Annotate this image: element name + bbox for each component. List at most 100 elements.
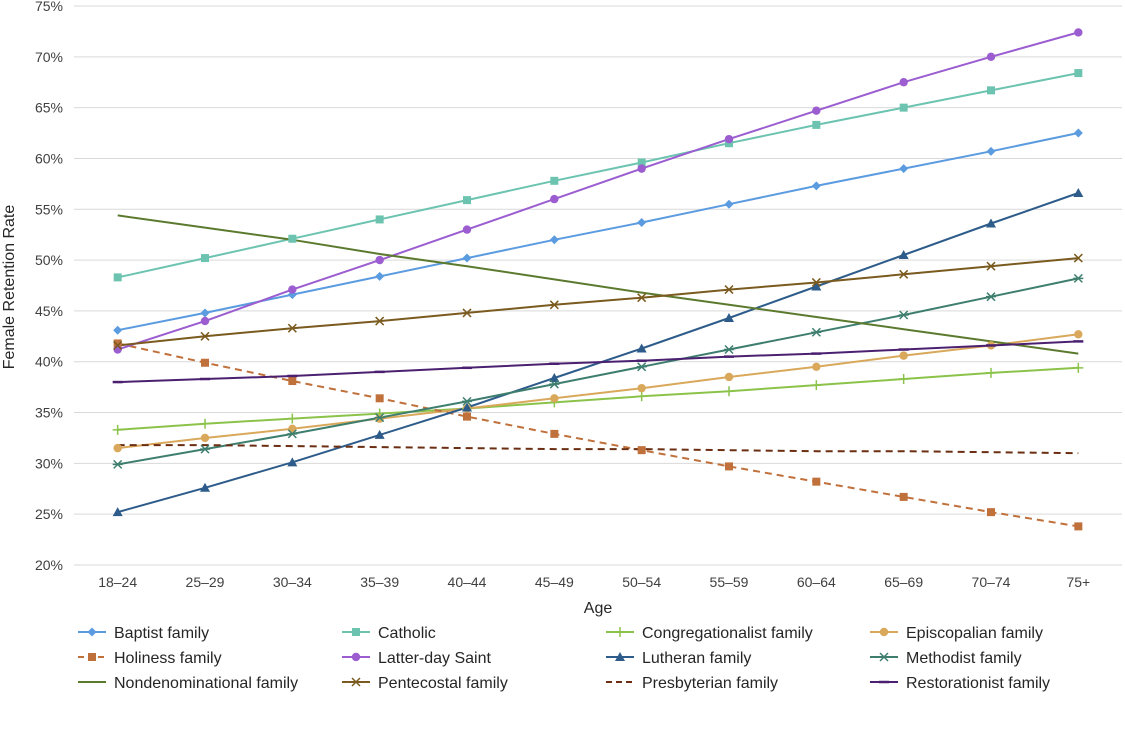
legend-item: Nondenominational family: [78, 675, 298, 692]
data-point: [550, 394, 559, 403]
legend-label: Nondenominational family: [114, 675, 298, 692]
legend-item: Lutheran family: [606, 650, 751, 667]
data-point: [200, 308, 210, 318]
data-point: [88, 653, 96, 661]
data-point: [375, 316, 385, 326]
legend-item: Pentecostal family: [342, 675, 508, 692]
data-point: [812, 120, 821, 129]
data-point: [201, 254, 209, 263]
data-point: [375, 394, 384, 403]
data-point: [287, 457, 298, 467]
data-point: [724, 372, 734, 382]
series-markers: [112, 28, 1084, 531]
data-point: [549, 379, 560, 389]
legend-item: Methodist family: [870, 650, 1022, 667]
data-point: [112, 507, 123, 517]
data-point: [879, 652, 889, 662]
data-point: [287, 323, 297, 333]
x-tick-label: 55–59: [710, 574, 749, 590]
series-line: [117, 132, 1079, 332]
data-point: [986, 261, 996, 271]
data-point: [636, 343, 647, 353]
data-point: [112, 459, 123, 469]
data-point: [463, 196, 471, 205]
series-lines: [117, 31, 1079, 528]
legend-label: Methodist family: [906, 650, 1022, 667]
data-point: [986, 146, 996, 156]
data-point: [288, 234, 297, 243]
data-point: [113, 345, 122, 354]
data-point: [462, 308, 472, 318]
series-line: [117, 444, 1079, 455]
series-line: [117, 214, 1079, 355]
data-point: [351, 652, 361, 662]
legend-item: Congregationalist family: [606, 625, 813, 642]
data-point: [200, 331, 210, 341]
series-line: [117, 257, 1079, 347]
data-point: [550, 194, 559, 204]
data-point: [811, 380, 822, 391]
data-point: [1074, 28, 1083, 37]
y-tick-label: 45%: [35, 303, 63, 319]
data-point: [899, 164, 909, 174]
y-tick-label: 35%: [35, 405, 63, 421]
legend-label: Episcopalian family: [906, 625, 1043, 642]
data-point: [986, 367, 996, 378]
y-tick-label: 70%: [35, 49, 63, 65]
data-point: [724, 386, 734, 397]
data-point: [463, 412, 471, 421]
x-axis-title: Age: [584, 600, 613, 617]
legend-label: Catholic: [378, 625, 436, 642]
data-point: [113, 325, 123, 335]
x-tick-label: 30–34: [273, 574, 312, 590]
data-point: [637, 164, 646, 173]
data-point: [200, 444, 210, 454]
data-point: [636, 362, 647, 372]
data-point: [1074, 522, 1083, 531]
legend-label: Lutheran family: [642, 650, 751, 667]
data-point: [462, 402, 472, 412]
y-tick-label: 75%: [35, 0, 63, 14]
data-point: [724, 285, 734, 295]
legend-item: Baptist family: [78, 625, 209, 642]
data-point: [724, 199, 734, 209]
data-point: [812, 477, 821, 486]
data-point: [898, 374, 909, 385]
data-point: [113, 443, 122, 453]
series-line: [117, 340, 1079, 384]
data-point: [986, 292, 996, 302]
data-point: [287, 413, 298, 424]
x-tick-label: 35–39: [360, 574, 399, 590]
data-point: [113, 273, 122, 282]
data-point: [879, 627, 889, 637]
data-point: [287, 429, 298, 439]
x-axis-tick-labels: 18–24 25–29 30–34 35–39 40–44 45–49 50–54 55–59…: [98, 574, 1090, 590]
y-axis-tick-labels: 20% 25% 30% 35% 40% 45% 50% 55% 60% 65% 70% 75%: [35, 0, 63, 573]
data-point: [549, 300, 559, 310]
data-point: [550, 429, 559, 438]
data-point: [811, 281, 822, 291]
data-point: [986, 52, 996, 62]
legend-label: Restorationist family: [906, 675, 1050, 692]
y-tick-label: 55%: [35, 201, 63, 217]
data-point: [462, 225, 472, 234]
data-point: [1074, 69, 1083, 78]
data-point: [201, 358, 209, 367]
x-tick-label: 45–49: [535, 574, 574, 590]
y-tick-label: 40%: [35, 354, 63, 370]
data-point: [811, 327, 822, 337]
data-point: [986, 218, 996, 228]
data-point: [724, 313, 734, 323]
series-line: [117, 31, 1079, 351]
data-point: [462, 396, 472, 406]
data-point: [1073, 188, 1084, 198]
data-point: [615, 627, 625, 637]
legend-label: Holiness family: [114, 650, 222, 667]
data-point: [724, 134, 734, 144]
data-point: [899, 269, 909, 279]
y-tick-label: 25%: [35, 506, 63, 522]
data-point: [375, 215, 384, 224]
x-tick-label: 18–24: [98, 574, 137, 590]
legend-label: Congregationalist family: [642, 625, 813, 642]
data-point: [200, 418, 210, 429]
